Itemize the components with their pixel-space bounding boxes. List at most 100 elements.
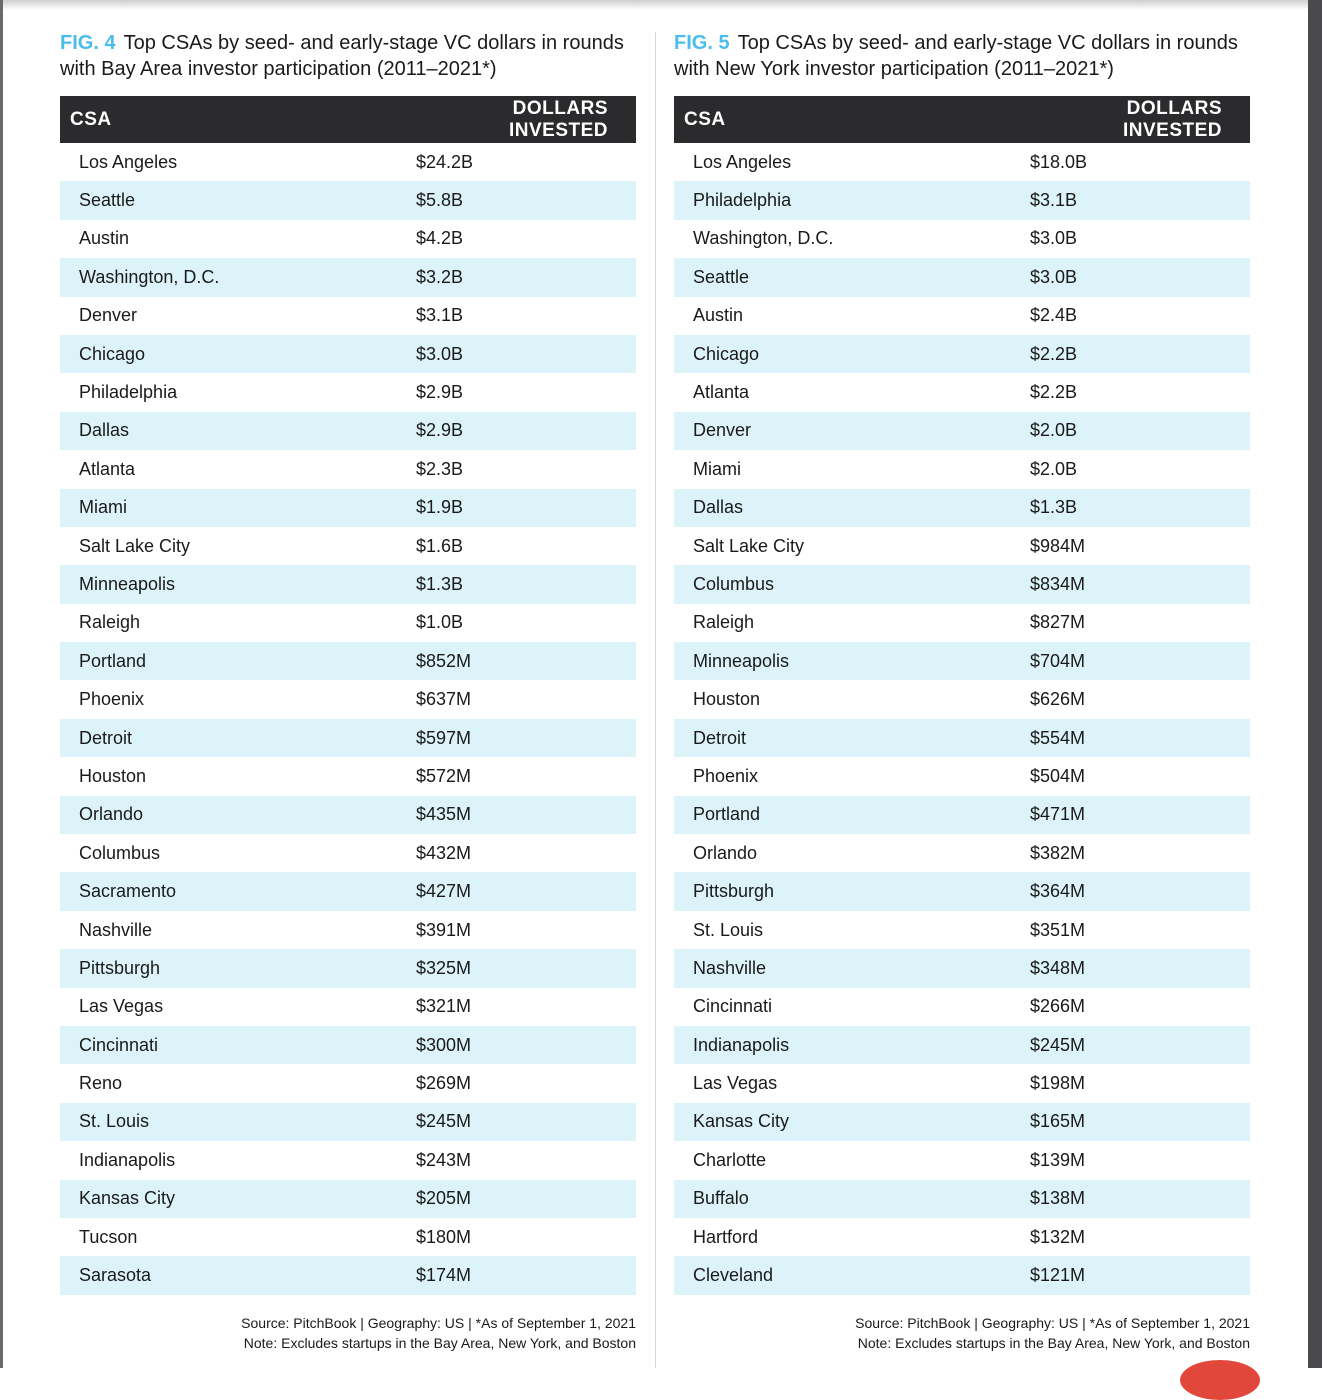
csa-name: Indianapolis: [674, 1025, 1030, 1065]
table-row: Detroit $554M: [674, 718, 1250, 758]
exclusion-note: Note: Excludes startups in the Bay Area,…: [857, 1334, 1250, 1351]
table-row: Cincinnati $266M: [674, 988, 1250, 1026]
figure-title-text: Top CSAs by seed- and early-stage VC dol…: [674, 32, 1238, 80]
dollars-invested: $138M: [1030, 1179, 1250, 1218]
figure-label: FIG. 4: [60, 32, 116, 54]
dollars-invested: $382M: [1030, 842, 1086, 863]
source-note: Source: PitchBook | Geography: US | *As …: [241, 1314, 636, 1331]
column-header-dollars: DOLLARS INVESTED: [1030, 96, 1250, 143]
dollars-invested: $2.0B: [1030, 458, 1078, 479]
csa-name: Columbus: [674, 565, 1030, 604]
table-row: Indianapolis $243M: [60, 1141, 636, 1179]
table-row: Chicago $2.2B: [674, 334, 1250, 374]
csa-name: Raleigh: [79, 612, 141, 633]
figure-notes: Source: PitchBook | Geography: US | *As …: [674, 1313, 1250, 1353]
csa-name: Phoenix: [693, 765, 759, 786]
dollars-invested: $165M: [1030, 1102, 1250, 1142]
csa-name: Detroit: [60, 718, 416, 758]
csa-name: Minneapolis: [60, 565, 416, 604]
table-row: Atlanta $2.3B: [60, 450, 636, 488]
dollars-invested: $3.1B: [416, 305, 464, 326]
dollars-invested: $554M: [1030, 718, 1250, 758]
table-row: Los Angeles $24.2B: [60, 143, 636, 181]
table-row: Chicago $3.0B: [60, 334, 636, 374]
dollars-invested: $245M: [1030, 1025, 1250, 1065]
figure-label: FIG. 5: [674, 32, 730, 54]
dollars-invested: $180M: [416, 1226, 472, 1247]
dollars-invested: $504M: [1030, 765, 1086, 786]
dollars-invested: $4.2B: [416, 228, 464, 249]
csa-name: Pittsburgh: [60, 949, 416, 988]
table-row: Sarasota $174M: [60, 1256, 636, 1295]
table-row: Indianapolis $245M: [674, 1025, 1250, 1065]
dollars-invested: $245M: [416, 1102, 636, 1142]
csa-name: Seattle: [60, 181, 416, 220]
table-row: Salt Lake City $984M: [674, 527, 1250, 565]
table-row: Philadelphia $2.9B: [60, 373, 636, 411]
table-row: Phoenix $504M: [674, 757, 1250, 795]
csa-name: Minneapolis: [674, 642, 1030, 681]
csa-name: Austin: [693, 305, 744, 326]
table-row: Austin $4.2B: [60, 220, 636, 258]
dollars-invested: $435M: [416, 795, 636, 835]
csa-name: Dallas: [60, 411, 416, 451]
table-row: Nashville $348M: [674, 949, 1250, 988]
csa-name: Miami: [693, 458, 741, 479]
csa-name: Philadelphia: [79, 382, 178, 403]
csa-name: Detroit: [674, 718, 1030, 758]
scrollbar-track[interactable]: [1308, 0, 1322, 1368]
csa-name: Hartford: [693, 1226, 759, 1247]
csa-name: Los Angeles: [693, 151, 792, 172]
table-row: Denver $2.0B: [674, 411, 1250, 451]
csa-name: Portland: [60, 642, 416, 681]
dollars-invested: $471M: [1030, 795, 1250, 835]
csa-name: Atlanta: [693, 382, 750, 403]
csa-name: Raleigh: [693, 612, 755, 633]
dollars-invested: $427M: [416, 872, 636, 911]
table-row: Columbus $432M: [60, 834, 636, 872]
table-row: Las Vegas $321M: [60, 988, 636, 1026]
csa-name: Houston: [79, 765, 147, 786]
csa-name: Las Vegas: [693, 1073, 778, 1094]
table-row: Seattle $5.8B: [60, 181, 636, 220]
dollars-invested: $139M: [1030, 1149, 1086, 1170]
csa-name: Philadelphia: [674, 181, 1030, 220]
csa-name: Salt Lake City: [693, 535, 805, 556]
csa-name: Indianapolis: [79, 1149, 176, 1170]
dollars-invested: $2.4B: [1030, 305, 1078, 326]
dollars-invested: $1.9B: [416, 488, 636, 527]
dollars-invested: $2.0B: [1030, 411, 1250, 451]
table-row: Pittsburgh $364M: [674, 872, 1250, 911]
csa-table: CSA DOLLARS INVESTED Los Angeles $24.2B Se…: [60, 96, 636, 1295]
table-row: Austin $2.4B: [674, 297, 1250, 335]
table-row: Cincinnati $300M: [60, 1025, 636, 1065]
table-row: Nashville $391M: [60, 911, 636, 949]
dollars-invested: $637M: [416, 689, 472, 710]
csa-name: St. Louis: [60, 1102, 416, 1142]
dollars-invested: $704M: [1030, 642, 1250, 681]
dollars-invested: $364M: [1030, 872, 1250, 911]
figure-notes: Source: PitchBook | Geography: US | *As …: [60, 1313, 636, 1353]
csa-name: Chicago: [60, 334, 416, 374]
table-row: Pittsburgh $325M: [60, 949, 636, 988]
csa-name: Reno: [79, 1073, 123, 1094]
csa-name: Orlando: [693, 842, 758, 863]
table-row: St. Louis $351M: [674, 911, 1250, 949]
csa-name: Cincinnati: [60, 1025, 416, 1065]
table-row: Seattle $3.0B: [674, 258, 1250, 297]
csa-name: Denver: [79, 305, 138, 326]
csa-name: Kansas City: [60, 1179, 416, 1218]
dollars-invested: $3.0B: [416, 334, 636, 374]
dollars-invested: $1.3B: [416, 565, 636, 604]
table-row: Los Angeles $18.0B: [674, 143, 1250, 181]
csa-name: Orlando: [60, 795, 416, 835]
figure-title: FIG. 4 Top CSAs by seed- and early-stage …: [60, 30, 636, 96]
table-row: Denver $3.1B: [60, 297, 636, 335]
dollars-invested: $205M: [416, 1179, 636, 1218]
table-row: Kansas City $165M: [674, 1102, 1250, 1142]
dollars-invested: $321M: [416, 996, 472, 1017]
dollars-invested: $827M: [1030, 612, 1086, 633]
csa-name: Atlanta: [79, 458, 136, 479]
csa-name: Salt Lake City: [79, 535, 191, 556]
table-row: Charlotte $139M: [674, 1141, 1250, 1179]
